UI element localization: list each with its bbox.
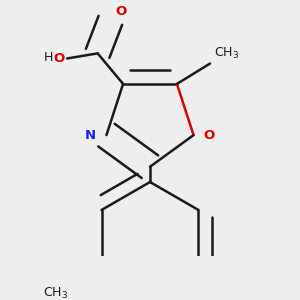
Text: O: O — [116, 5, 127, 18]
Text: CH$_3$: CH$_3$ — [43, 286, 68, 300]
Text: O: O — [204, 129, 215, 142]
Text: N: N — [85, 129, 96, 142]
Text: H: H — [44, 51, 53, 64]
Text: CH$_3$: CH$_3$ — [214, 46, 239, 61]
Text: O: O — [53, 52, 64, 65]
